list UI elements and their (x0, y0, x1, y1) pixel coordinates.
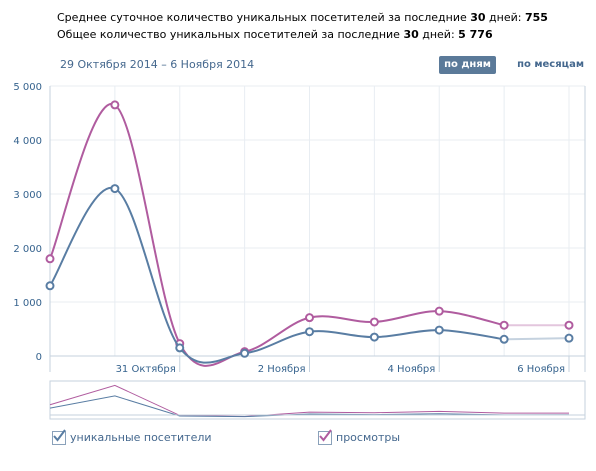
data-point-views (434, 306, 444, 316)
legend-visitors-label: уникальные посетители (70, 431, 212, 444)
x-tick-label: 6 Ноября (517, 364, 565, 375)
average-visitors-line: Среднее суточное количество уникальных п… (57, 11, 548, 24)
data-point-visitors (175, 343, 185, 353)
data-point-views (499, 320, 509, 330)
checkmark-icon (53, 429, 66, 442)
visitors-checkbox[interactable] (52, 429, 66, 445)
views-checkbox[interactable] (318, 429, 332, 445)
y-tick-label: 3 000 (13, 190, 42, 201)
data-point-visitors (305, 327, 314, 337)
x-tick-label: 31 Октября (116, 364, 176, 375)
data-point-views (369, 317, 379, 327)
y-tick-label: 2 000 (13, 244, 42, 255)
y-tick-label: 5 000 (13, 82, 42, 93)
x-tick-label: 2 Ноября (258, 364, 306, 375)
data-point-visitors (110, 184, 120, 194)
data-point-visitors (564, 333, 574, 343)
series-line-views (49, 103, 505, 367)
data-point-visitors (45, 281, 55, 291)
data-point-visitors (369, 332, 379, 342)
data-point-visitors (240, 348, 250, 358)
by-day-button[interactable]: по дням (439, 56, 496, 74)
date-range-label: 29 Октября 2014 – 6 Ноября 2014 (60, 58, 255, 71)
total-visitors-value: 5 776 (458, 28, 493, 41)
series-line-visitors-partial (504, 337, 570, 341)
data-point-views (564, 320, 574, 330)
average-visitors-value: 755 (524, 11, 548, 24)
data-point-visitors (434, 325, 444, 335)
stats-block: Среднее суточное количество уникальных п… (57, 9, 548, 43)
legend-views-label: просмотры (336, 431, 401, 444)
data-point-views (45, 254, 55, 264)
data-point-views (305, 313, 314, 323)
y-tick-label: 4 000 (13, 136, 42, 147)
x-tick-label: 4 Ноября (388, 364, 436, 375)
overview-line-views (49, 384, 569, 417)
by-month-button[interactable]: по месяцам (517, 59, 584, 70)
data-point-visitors (499, 334, 509, 344)
y-tick-label: 0 (36, 352, 42, 363)
y-tick-label: 1 000 (13, 298, 42, 309)
data-point-views (110, 100, 120, 110)
checkmark-icon (319, 429, 332, 442)
total-visitors-line: Общее количество уникальных посетителей … (57, 28, 493, 41)
series-line-visitors (49, 186, 505, 364)
